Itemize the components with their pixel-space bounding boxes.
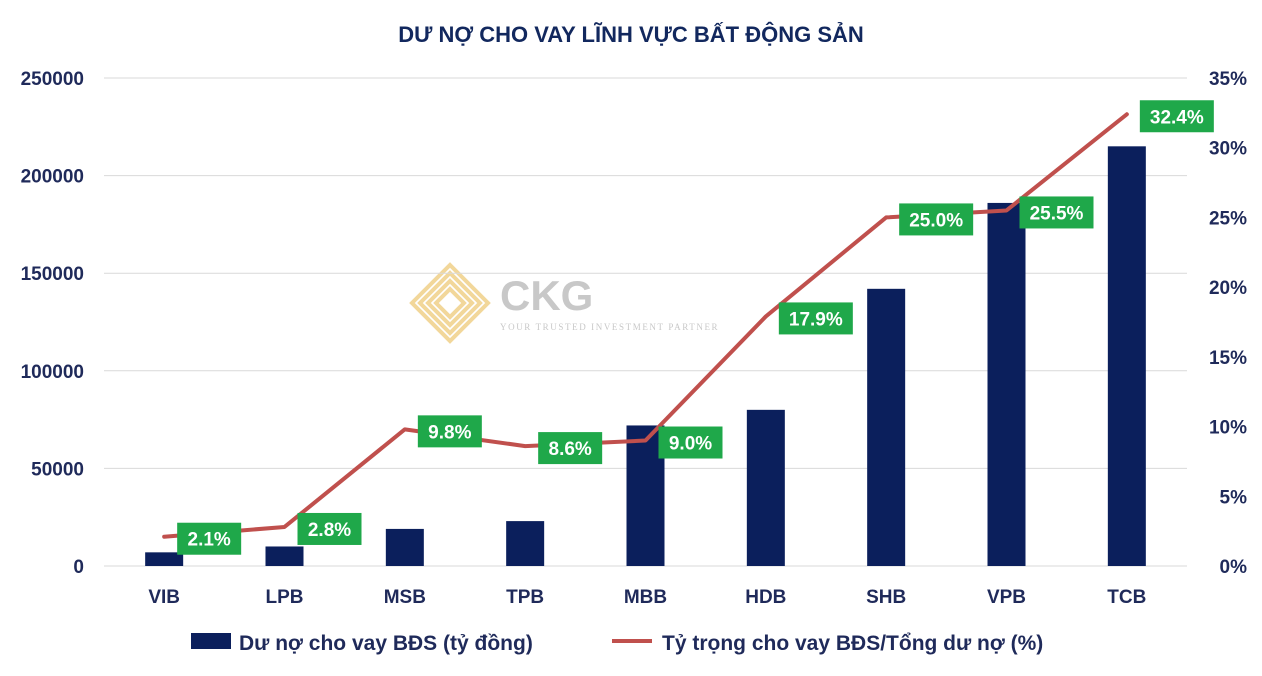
data-label-box <box>538 432 603 465</box>
data-label-box <box>417 415 482 448</box>
bar-msb <box>385 528 424 566</box>
data-label-shb: 25.0% <box>909 210 963 231</box>
x-tick-label: MSB <box>384 587 426 608</box>
bar-shb <box>867 288 906 566</box>
x-tick-label: SHB <box>866 587 906 608</box>
y-left-tick-label: 0 <box>73 557 84 578</box>
x-tick-label: HDB <box>745 587 786 608</box>
chart-title: DƯ NỢ CHO VAY LĨNH VỰC BẤT ĐỘNG SẢN <box>398 22 864 47</box>
ckg-logo-stroke <box>433 286 467 320</box>
data-label-lpb: 2.8% <box>308 520 351 541</box>
bar-tpb <box>506 521 545 566</box>
y-right-tick-label: 30% <box>1209 139 1247 160</box>
ckg-logo-icon <box>409 262 491 344</box>
ckg-logo-stroke <box>425 278 475 328</box>
y-left-tick-label: 250000 <box>21 69 84 90</box>
ckg-logo-stroke <box>417 270 483 336</box>
data-label-box <box>1139 100 1214 133</box>
x-tick-label: MBB <box>624 587 667 608</box>
y-axis-right: 0% 5% 10% 15% 20% 25% 30% 35% <box>1209 69 1247 578</box>
y-right-tick-label: 25% <box>1209 208 1247 229</box>
legend-bar-label: Dư nợ cho vay BĐS (tỷ đồng) <box>239 632 533 655</box>
x-axis: VIB LPB MSB TPB MBB HDB SHB VPB TCB <box>148 587 1146 608</box>
y-left-tick-label: 150000 <box>21 264 84 285</box>
bar-hdb <box>746 409 785 566</box>
x-tick-label: TCB <box>1107 587 1146 608</box>
y-left-tick-label: 50000 <box>31 459 84 480</box>
bar-vpb <box>987 202 1026 567</box>
y-right-tick-label: 5% <box>1220 487 1248 508</box>
bar-tcb <box>1107 146 1146 566</box>
ckg-logo-stroke <box>409 262 491 344</box>
y-left-tick-label: 100000 <box>21 362 84 383</box>
data-label-box <box>297 512 362 545</box>
data-label-tcb: 32.4% <box>1150 107 1204 128</box>
legend-line-label: Tỷ trọng cho vay BĐS/Tổng dư nợ (%) <box>662 632 1043 655</box>
data-label-tpb: 8.6% <box>549 439 592 460</box>
watermark-brand: CKG <box>500 272 593 319</box>
y-right-tick-label: 20% <box>1209 278 1247 299</box>
x-tick-label: VIB <box>148 587 180 608</box>
data-label-vpb: 25.5% <box>1030 203 1084 224</box>
data-label-mbb: 9.0% <box>669 434 712 455</box>
data-labels: 2.1% 2.8% 9.8% 8.6% 9.0% 17.9% 25.0% 25.5% 32.4% <box>177 100 1214 555</box>
x-tick-label: TPB <box>506 587 544 608</box>
y-axis-left: 0 50000 100000 150000 200000 250000 <box>21 69 84 578</box>
bar-vib <box>145 552 184 566</box>
x-tick-label: VPB <box>987 587 1026 608</box>
data-label-box <box>1019 196 1094 229</box>
x-tick-label: LPB <box>266 587 304 608</box>
watermark-tagline: YOUR TRUSTED INVESTMENT PARTNER <box>500 322 719 332</box>
y-right-tick-label: 10% <box>1209 418 1247 439</box>
bar-series <box>145 146 1146 567</box>
data-label-hdb: 17.9% <box>789 309 843 330</box>
y-right-tick-label: 35% <box>1209 69 1247 90</box>
data-label-box <box>177 522 242 555</box>
y-left-tick-label: 200000 <box>21 167 84 188</box>
y-right-tick-label: 15% <box>1209 348 1247 369</box>
data-label-box <box>658 426 723 459</box>
bar-mbb <box>626 425 665 566</box>
bar-lpb <box>265 546 304 566</box>
data-label-msb: 9.8% <box>428 422 471 443</box>
legend-bar-swatch <box>191 633 231 649</box>
watermark: CKG YOUR TRUSTED INVESTMENT PARTNER <box>409 262 719 344</box>
legend: Dư nợ cho vay BĐS (tỷ đồng) Tỷ trọng cho… <box>191 632 1043 655</box>
data-label-box <box>899 203 974 236</box>
data-label-vib: 2.1% <box>188 530 231 551</box>
data-label-box <box>778 302 853 335</box>
y-right-tick-label: 0% <box>1220 557 1248 578</box>
